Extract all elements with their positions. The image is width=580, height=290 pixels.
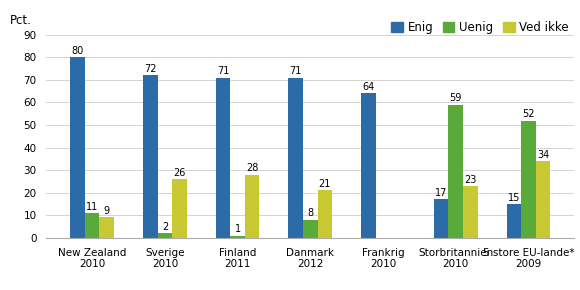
Bar xyxy=(216,78,230,238)
Bar xyxy=(463,186,477,238)
Text: 64: 64 xyxy=(362,82,375,92)
Text: 11: 11 xyxy=(86,202,99,212)
Bar xyxy=(303,220,318,238)
Bar xyxy=(506,204,521,238)
Bar xyxy=(318,191,332,238)
Text: 21: 21 xyxy=(318,179,331,189)
Bar xyxy=(245,175,259,238)
Text: 8: 8 xyxy=(307,209,313,218)
Text: 9: 9 xyxy=(104,206,110,216)
Text: 34: 34 xyxy=(537,150,549,160)
Bar xyxy=(100,218,114,238)
Bar xyxy=(143,75,158,238)
Text: 59: 59 xyxy=(450,93,462,103)
Bar xyxy=(361,93,376,238)
Text: 80: 80 xyxy=(71,46,84,56)
Legend: Enig, Uenig, Ved ikke: Enig, Uenig, Ved ikke xyxy=(386,16,574,39)
Text: 71: 71 xyxy=(217,66,229,76)
Bar xyxy=(288,78,303,238)
Bar xyxy=(230,235,245,238)
Text: Pct.: Pct. xyxy=(9,14,31,27)
Bar xyxy=(536,161,550,238)
Bar xyxy=(172,179,187,238)
Bar xyxy=(434,200,448,238)
Text: 17: 17 xyxy=(435,188,447,198)
Text: 26: 26 xyxy=(173,168,186,178)
Text: 2: 2 xyxy=(162,222,168,232)
Bar xyxy=(521,121,536,238)
Text: 72: 72 xyxy=(144,64,157,74)
Text: 28: 28 xyxy=(246,163,258,173)
Bar xyxy=(158,233,172,238)
Text: 23: 23 xyxy=(464,175,476,184)
Text: 1: 1 xyxy=(234,224,241,234)
Text: 15: 15 xyxy=(508,193,520,203)
Text: 71: 71 xyxy=(289,66,302,76)
Bar xyxy=(85,213,100,238)
Bar xyxy=(448,105,463,238)
Text: 52: 52 xyxy=(522,109,535,119)
Bar xyxy=(70,57,85,238)
